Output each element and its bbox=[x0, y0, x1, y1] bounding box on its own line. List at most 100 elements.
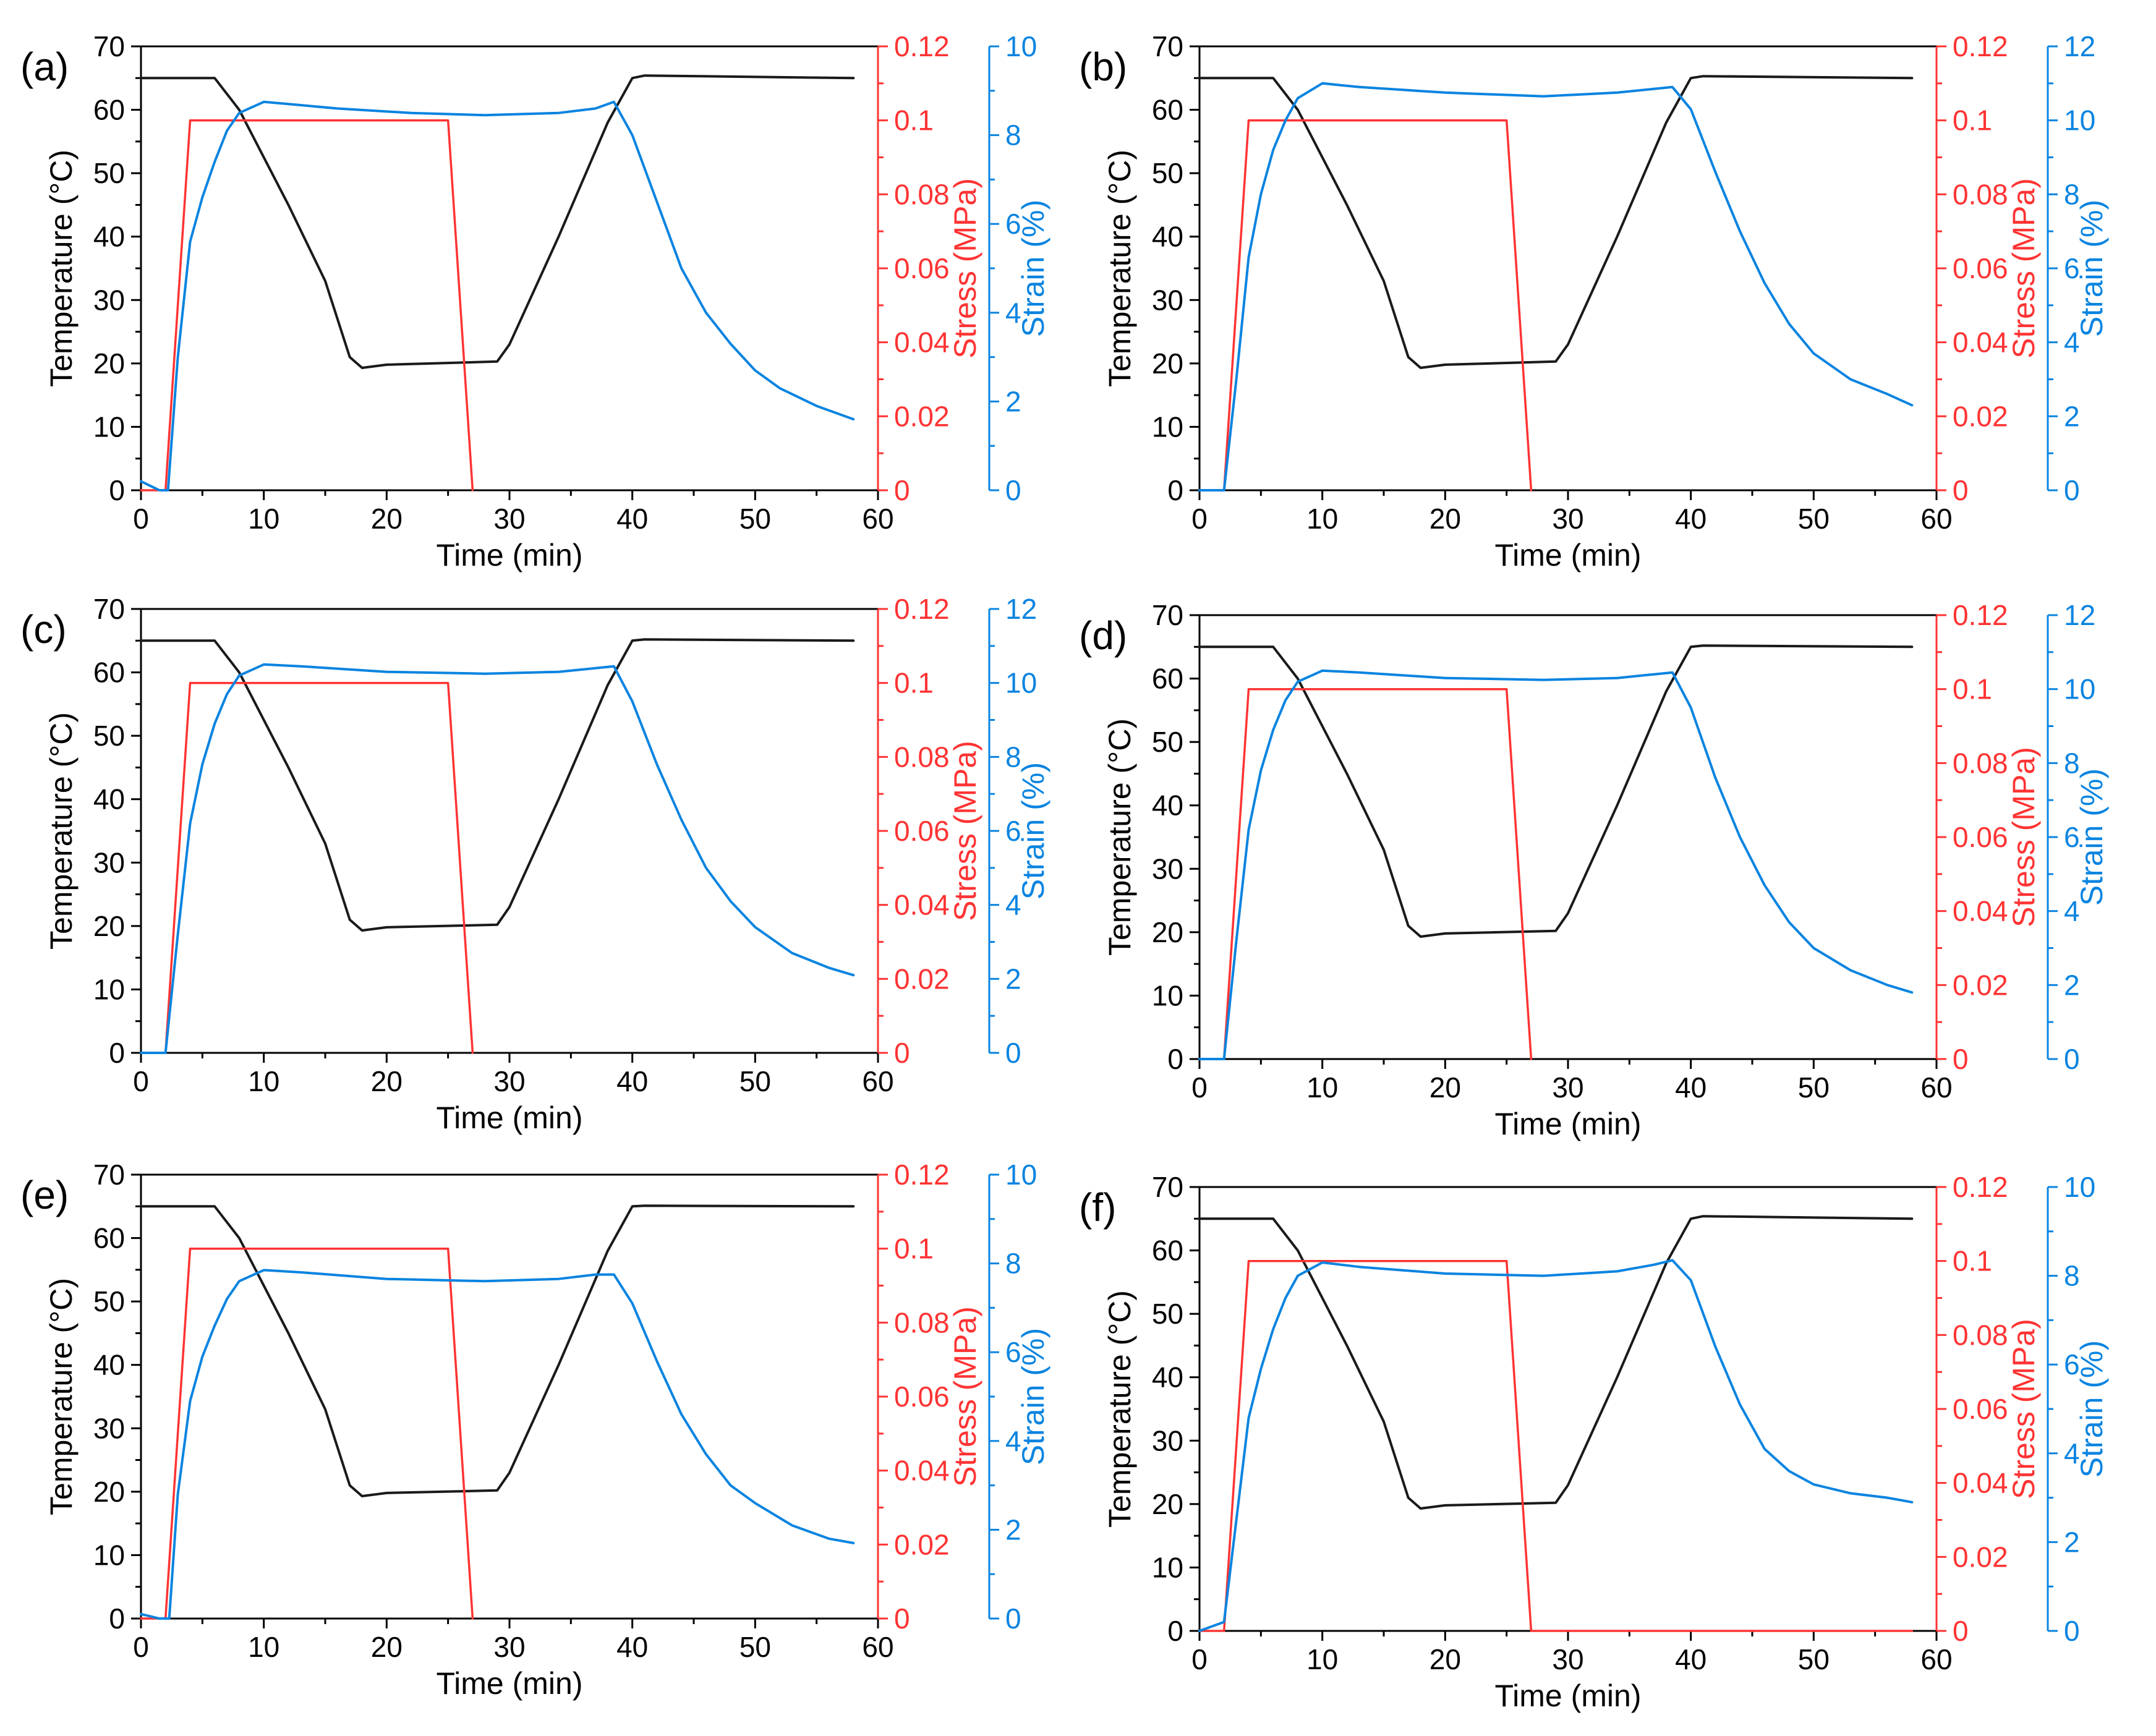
y-tick-label: 40 bbox=[1152, 1361, 1183, 1393]
strain-tick-label: 4 bbox=[2064, 1437, 2080, 1470]
x-tick-label: 60 bbox=[1920, 503, 1952, 535]
panel-label: (b) bbox=[1079, 45, 1127, 89]
y-tick-label: 70 bbox=[1152, 599, 1183, 631]
stress-tick-label: 0.06 bbox=[894, 252, 950, 284]
stress-tick-label: 0.08 bbox=[1953, 747, 2008, 779]
y-tick-label: 20 bbox=[1152, 1488, 1183, 1520]
y-tick-label: 40 bbox=[93, 1349, 125, 1381]
x-axis-label: Time (min) bbox=[436, 1100, 582, 1135]
x-tick-label: 30 bbox=[1552, 1643, 1583, 1675]
stress-line bbox=[1198, 1259, 1914, 1632]
strain-axis-label: Strain (%) bbox=[2074, 1340, 2109, 1478]
y-tick-label: 30 bbox=[93, 284, 125, 316]
x-tick-label: 0 bbox=[133, 1065, 149, 1097]
strain-line bbox=[140, 663, 855, 1054]
x-tick-label: 40 bbox=[616, 1631, 648, 1663]
strain-tick-label: 12 bbox=[1005, 593, 1037, 625]
x-tick-label: 60 bbox=[1920, 1643, 1952, 1675]
y-tick-label: 10 bbox=[93, 1539, 125, 1571]
x-tick-label: 60 bbox=[862, 503, 893, 535]
strain-tick-label: 4 bbox=[1005, 889, 1021, 921]
strain-tick-label: 2 bbox=[2064, 969, 2080, 1001]
strain-tick-label: 8 bbox=[2064, 747, 2080, 779]
temperature-line bbox=[1198, 644, 1914, 938]
x-tick-label: 0 bbox=[1191, 503, 1208, 535]
x-tick-label: 40 bbox=[1675, 503, 1706, 535]
stress-tick-label: 0.12 bbox=[1953, 1171, 2008, 1203]
y-tick-label: 20 bbox=[1152, 916, 1183, 948]
x-tick-label: 50 bbox=[1798, 503, 1830, 535]
strain-tick-label: 12 bbox=[2064, 30, 2095, 62]
panel-label: (c) bbox=[20, 607, 67, 652]
strain-tick-label: 10 bbox=[2064, 104, 2095, 137]
y-tick-label: 40 bbox=[93, 783, 125, 815]
x-tick-label: 20 bbox=[1430, 503, 1461, 535]
y-tick-label: 40 bbox=[1152, 789, 1183, 822]
temperature-line bbox=[1198, 1215, 1914, 1510]
y-axis-label: Temperature (°C) bbox=[1102, 718, 1137, 956]
temperature-line bbox=[140, 638, 855, 932]
strain-tick-label: 0 bbox=[1005, 474, 1021, 506]
stress-tick-label: 0 bbox=[1953, 474, 1969, 506]
x-tick-label: 30 bbox=[493, 503, 525, 535]
x-tick-label: 40 bbox=[1675, 1643, 1706, 1675]
y-tick-label: 50 bbox=[1152, 726, 1183, 758]
stress-tick-label: 0.1 bbox=[894, 1233, 934, 1265]
stress-axis-label: Stress (MPa) bbox=[948, 1306, 982, 1487]
strain-tick-label: 8 bbox=[2064, 1260, 2080, 1292]
stress-tick-label: 0.08 bbox=[894, 1306, 950, 1338]
stress-tick-label: 0.06 bbox=[894, 1381, 950, 1413]
x-tick-label: 20 bbox=[1430, 1071, 1461, 1104]
y-tick-label: 20 bbox=[93, 910, 125, 942]
stress-tick-label: 0.12 bbox=[1953, 30, 2008, 62]
y-tick-label: 70 bbox=[93, 30, 125, 62]
y-tick-label: 0 bbox=[1167, 1615, 1183, 1647]
stress-tick-label: 0.02 bbox=[894, 963, 950, 995]
stress-tick-label: 0 bbox=[1953, 1043, 1969, 1075]
y-axis-label: Temperature (°C) bbox=[44, 1278, 79, 1515]
y-tick-label: 10 bbox=[1152, 979, 1183, 1011]
y-tick-label: 20 bbox=[93, 347, 125, 380]
panel-label: (d) bbox=[1079, 613, 1127, 658]
strain-tick-label: 6 bbox=[1005, 815, 1021, 847]
panel-label: (a) bbox=[20, 45, 69, 89]
y-tick-label: 70 bbox=[93, 593, 125, 625]
y-tick-label: 30 bbox=[93, 1412, 125, 1444]
temperature-line bbox=[140, 1204, 855, 1497]
y-tick-label: 60 bbox=[93, 94, 125, 126]
y-tick-label: 40 bbox=[1152, 221, 1183, 253]
stress-tick-label: 0.12 bbox=[894, 30, 950, 62]
strain-tick-label: 10 bbox=[1005, 667, 1037, 699]
stress-tick-label: 0.12 bbox=[1953, 599, 2008, 631]
y-tick-label: 50 bbox=[1152, 157, 1183, 189]
y-axis-label: Temperature (°C) bbox=[1102, 1290, 1137, 1528]
stress-tick-label: 0 bbox=[894, 474, 910, 506]
x-tick-label: 20 bbox=[371, 503, 403, 535]
x-axis-label: Time (min) bbox=[1494, 1107, 1641, 1141]
strain-line bbox=[140, 1269, 855, 1620]
x-tick-label: 0 bbox=[1191, 1071, 1208, 1104]
strain-tick-label: 10 bbox=[2064, 673, 2095, 705]
strain-tick-label: 8 bbox=[2064, 178, 2080, 210]
strain-tick-label: 2 bbox=[2064, 1526, 2080, 1558]
y-tick-label: 30 bbox=[93, 846, 125, 879]
x-tick-label: 50 bbox=[1798, 1643, 1830, 1675]
x-tick-label: 10 bbox=[1306, 1071, 1338, 1104]
stress-tick-label: 0 bbox=[894, 1037, 910, 1069]
y-tick-label: 50 bbox=[93, 720, 125, 752]
x-tick-label: 40 bbox=[616, 503, 648, 535]
stress-tick-label: 0.04 bbox=[1953, 326, 2008, 359]
x-tick-label: 40 bbox=[1675, 1071, 1706, 1104]
y-axis-label: Temperature (°C) bbox=[44, 150, 79, 387]
stress-axis-label: Stress (MPa) bbox=[2006, 747, 2041, 927]
stress-tick-label: 0.06 bbox=[1953, 821, 2008, 853]
strain-tick-label: 0 bbox=[2064, 474, 2080, 506]
stress-tick-label: 0.08 bbox=[1953, 1319, 2008, 1351]
x-tick-label: 40 bbox=[616, 1065, 648, 1097]
